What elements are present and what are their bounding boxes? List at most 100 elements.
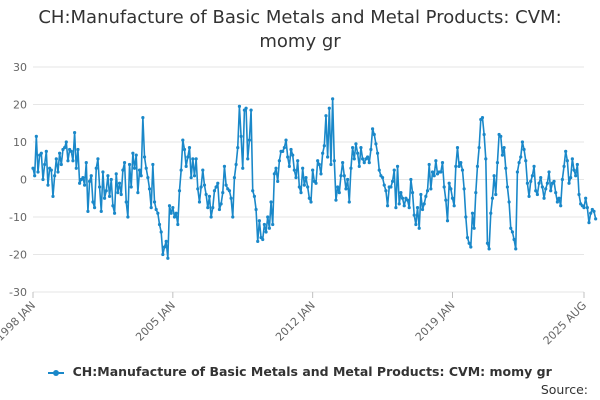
data-point [494,192,498,197]
data-point [122,161,127,165]
data-point [592,209,596,213]
data-point [400,196,405,200]
data-point [202,183,207,187]
data-point [361,157,365,161]
data-point [211,206,215,210]
data-point [239,134,243,138]
data-point [46,183,50,187]
data-point [515,170,520,174]
data-point [54,157,58,161]
data-point [459,161,463,165]
data-point [464,215,468,219]
data-point [214,185,218,189]
data-point [317,162,321,167]
data-point [544,187,548,191]
data-point [356,151,360,155]
data-point [412,213,416,217]
legend[interactable]: CH:Manufacture of Basic Metals and Metal… [0,364,600,379]
data-point [420,207,425,212]
data-point [53,174,57,178]
data-point [107,194,112,198]
data-point [256,239,260,243]
data-point [286,155,290,159]
data-point [164,239,168,243]
data-point [117,181,122,185]
data-point [570,157,574,161]
y-axis: 30 20 10 0 -10 -20 -30 [9,61,27,299]
data-point [519,155,523,159]
data-point [83,183,87,187]
data-point [352,157,356,161]
data-point [36,170,40,174]
data-point [74,166,78,170]
data-point [584,196,588,200]
data-point [179,168,183,172]
data-point [347,200,351,204]
data-point [51,194,55,198]
x-axis: 1998 JAN 2005 JAN 2012 JAN 2019 JAN 2025 AUG [0,292,589,347]
data-point [137,168,142,172]
data-point [73,131,77,135]
data-point [444,198,448,202]
data-point [149,206,153,210]
data-point [529,179,533,183]
data-point [89,174,93,178]
data-point [384,189,388,193]
data-point [374,142,378,146]
data-point [492,174,496,178]
data-point [43,162,47,167]
data-point [224,183,228,187]
data-point [39,151,43,155]
data-point [97,185,102,189]
data-point [440,161,445,165]
data-point [121,168,125,172]
data-point [439,170,443,174]
data-point [417,226,421,230]
data-point [514,247,518,251]
data-point [332,159,336,163]
data-point [264,230,268,234]
data-point [351,146,355,150]
data-point [499,134,503,138]
data-point [382,183,386,187]
data-point [460,168,465,172]
data-point [132,166,137,170]
data-point [254,207,258,212]
data-point [186,155,190,159]
data-point [289,147,293,152]
data-point [502,146,506,150]
data-point [101,170,105,174]
data-point [102,196,107,200]
data-point [321,151,325,155]
data-point [366,155,370,159]
data-point [314,181,318,185]
data-point [146,176,150,180]
data-point [172,215,177,219]
data-point [500,153,505,157]
data-point [66,159,70,163]
data-point [247,138,251,142]
data-point [99,209,103,213]
data-point [422,202,426,206]
data-point [166,256,170,260]
data-point [206,206,210,210]
data-point [31,166,35,170]
data-point [237,104,242,108]
data-point [474,191,478,195]
data-point [559,204,563,208]
data-point [194,157,198,161]
data-point [171,206,175,210]
data-point [91,200,95,204]
data-point [425,189,430,193]
data-point [505,185,510,189]
data-point [119,192,123,197]
data-point [302,183,306,187]
data-point [552,179,556,183]
data-point [429,187,433,191]
data-point [375,151,380,155]
data-point [304,176,308,180]
data-point [262,222,266,227]
data-point [415,206,420,210]
data-point [296,159,300,163]
